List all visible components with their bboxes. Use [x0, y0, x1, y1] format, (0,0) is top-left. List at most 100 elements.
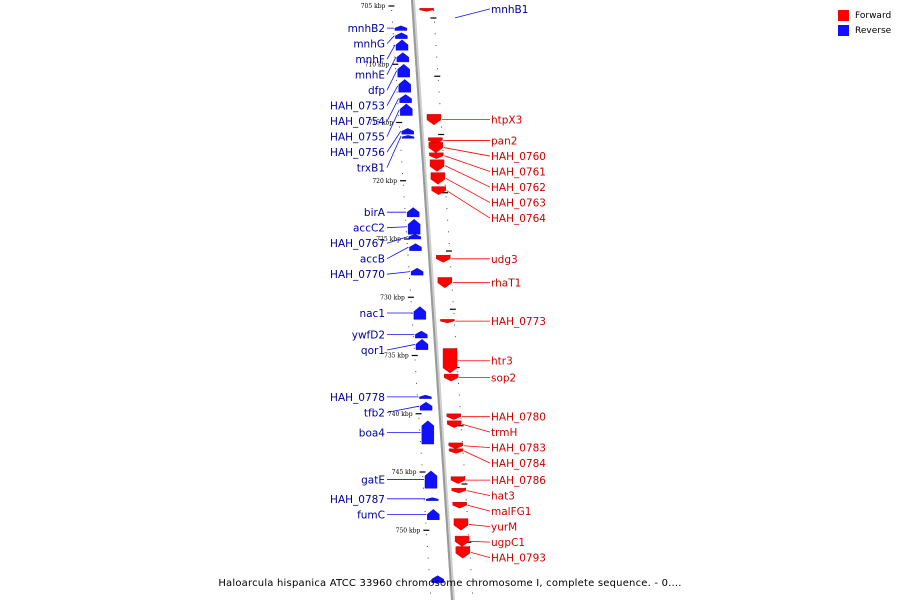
- reverse-gene-arrow: [398, 79, 411, 93]
- reverse-gene-arrow: [426, 497, 439, 501]
- legend-forward-label: Forward: [855, 10, 892, 21]
- reverse-gene-arrow: [407, 218, 421, 235]
- reverse-gene-leader: [386, 246, 409, 260]
- backbone: [391, 0, 473, 600]
- forward-gene-leader: [467, 504, 491, 512]
- reverse-gene-label: birA: [364, 207, 386, 219]
- reverse-gene-arrow: [396, 52, 410, 63]
- reverse-gene-label: HAH_0754: [330, 116, 385, 128]
- forward-gene-arrow: [448, 442, 463, 449]
- forward-gene-arrow: [446, 413, 461, 420]
- forward-gene-arrow: [429, 152, 444, 159]
- forward-gene-arrow: [431, 186, 446, 195]
- reverse-gene-arrow: [400, 103, 413, 116]
- reverse-gene-leader: [386, 405, 420, 413]
- forward-gene-arrow: [436, 255, 451, 263]
- reverse-gene-label: mnhB2: [348, 23, 385, 35]
- forward-gene-arrow: [452, 502, 467, 509]
- reverse-gene-label: boa4: [359, 427, 386, 439]
- forward-gene-label: HAH_0760: [491, 151, 546, 163]
- reverse-gene-arrow: [394, 25, 408, 31]
- reverse-gene-arrow: [397, 63, 410, 78]
- forward-gene-arrow: [429, 159, 445, 172]
- legend-forward: Forward: [838, 8, 891, 23]
- forward-gene-label: rhaT1: [491, 278, 521, 290]
- reverse-gene-leader: [386, 70, 398, 91]
- reverse-gene-arrow: [424, 470, 438, 489]
- reverse-gene-arrow: [401, 128, 414, 135]
- forward-gene-arrow: [453, 518, 469, 531]
- legend-reverse-swatch: [838, 25, 849, 36]
- forward-gene-label: mnhB1: [491, 4, 528, 16]
- reverse-gene-arrow: [395, 32, 408, 39]
- forward-gene-label: sop2: [491, 373, 516, 385]
- forward-gene-leader: [466, 490, 491, 497]
- reverse-gene-arrow: [406, 207, 420, 218]
- forward-gene-label: udg3: [491, 254, 518, 266]
- forward-gene-leader: [446, 190, 491, 219]
- forward-gene-leader: [443, 147, 491, 157]
- reverse-gene-arrow: [427, 509, 440, 520]
- reverse-gene-label: nac1: [359, 308, 385, 320]
- reverse-gene-leader: [386, 131, 402, 153]
- forward-gene-leader: [463, 450, 491, 464]
- forward-gene-label: HAH_0762: [491, 182, 546, 194]
- reverse-gene-label: ywfD2: [352, 330, 385, 342]
- forward-gene-leader: [454, 8, 491, 19]
- forward-gene-label: HAH_0784: [491, 458, 546, 470]
- tick-label: 705 kbp: [361, 3, 386, 10]
- forward-gene-arrow: [428, 142, 444, 154]
- reverse-gene-arrow: [399, 94, 412, 103]
- forward-gene-leader: [470, 540, 491, 543]
- forward-gene-arrow: [447, 420, 462, 428]
- forward-gene-label: HAH_0761: [491, 167, 546, 179]
- reverse-gene-arrow: [409, 243, 422, 251]
- reverse-gene-label: HAH_0756: [330, 147, 385, 159]
- forward-gene-label: HAH_0793: [491, 553, 546, 565]
- reverse-gene-leader: [386, 271, 411, 275]
- forward-gene-label: HAH_0764: [491, 213, 546, 225]
- legend: Forward Reverse: [838, 8, 891, 38]
- reverse-gene-leader: [386, 35, 395, 44]
- reverse-gene-label: dfp: [368, 85, 385, 97]
- reverse-gene-leader: [386, 44, 396, 60]
- reverse-gene-arrow: [395, 39, 409, 51]
- forward-gene-arrow: [455, 546, 471, 559]
- forward-gene-label: HAH_0786: [491, 475, 546, 487]
- legend-reverse: Reverse: [838, 23, 891, 38]
- forward-gene-arrow: [437, 277, 453, 289]
- forward-gene-arrow: [419, 8, 434, 12]
- forward-gene-leader: [444, 155, 491, 172]
- reverse-gene-label: trxB1: [357, 163, 385, 175]
- forward-gene-leader: [470, 551, 491, 559]
- forward-gene-label: HAH_0773: [491, 316, 546, 328]
- reverse-gene-arrow: [401, 135, 415, 139]
- forward-gene-label: HAH_0783: [491, 443, 546, 455]
- forward-gene-label: pan2: [491, 136, 517, 148]
- map-caption: Haloarcula hispanica ATCC 33960 chromoso…: [218, 578, 682, 589]
- reverse-gene-label: HAH_0755: [330, 132, 385, 144]
- tick-label: 750 kbp: [396, 527, 421, 534]
- reverse-gene-label: mnhE: [355, 70, 385, 82]
- reverse-gene-arrow: [421, 420, 435, 445]
- forward-gene-label: ugpC1: [491, 537, 525, 549]
- reverse-gene-leader: [386, 57, 397, 75]
- forward-gene-label: hat3: [491, 491, 515, 503]
- tick-label: 730 kbp: [380, 294, 405, 301]
- forward-gene-arrow: [454, 535, 470, 547]
- reverse-gene-label: HAH_0767: [330, 238, 385, 250]
- forward-genes: mnhB1 htpX3 pan2 HAH_0760 HAH_0761 HAH_0762 HA…: [419, 4, 546, 565]
- reverse-gene-label: accB: [360, 254, 385, 266]
- reverse-gene-label: HAH_0787: [330, 494, 385, 506]
- reverse-gene-label: gatE: [361, 475, 385, 487]
- reverse-gene-leader: [386, 135, 402, 168]
- reverse-gene-leader: [386, 226, 408, 229]
- reverse-gene-label: accC2: [353, 223, 385, 235]
- reverse-gene-arrow: [415, 330, 428, 339]
- reverse-gene-leader: [386, 109, 400, 137]
- forward-gene-arrow: [440, 319, 455, 324]
- reverse-gene-arrow: [419, 401, 433, 411]
- reverse-gene-leader: [386, 85, 399, 106]
- reverse-gene-label: mnhG: [353, 39, 385, 51]
- reverse-gene-label: qor1: [361, 345, 385, 357]
